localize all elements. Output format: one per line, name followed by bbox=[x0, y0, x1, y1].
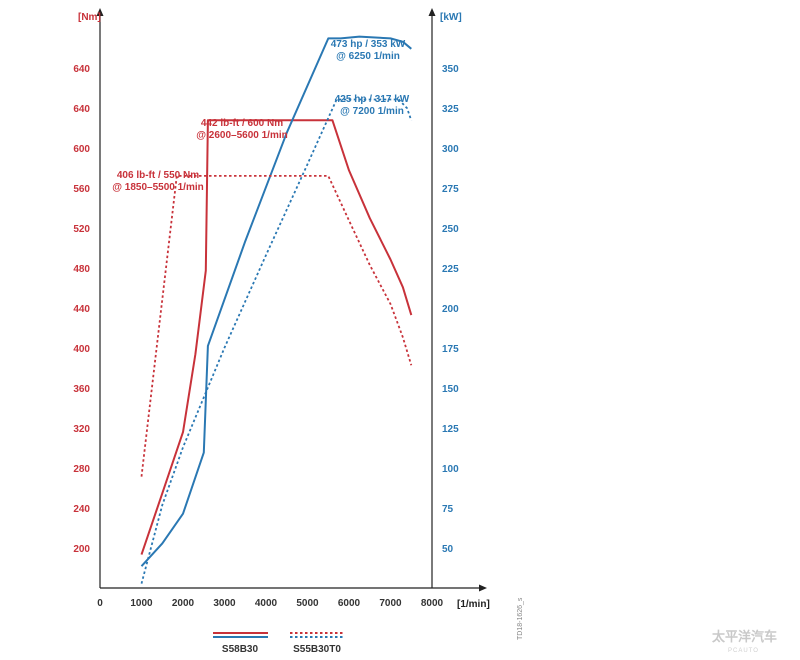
right-tick-label: 225 bbox=[442, 264, 459, 275]
annotations: 473 hp / 353 kW@ 6250 1/min 425 hp / 317 … bbox=[112, 39, 410, 193]
left-tick-label: 640 bbox=[73, 104, 90, 115]
left-tick-label: 640 bbox=[73, 64, 90, 75]
annotation-label: 406 lb-ft / 550 Nm bbox=[117, 170, 199, 181]
right-tick-label: 275 bbox=[442, 184, 459, 195]
x-tick-label: 6000 bbox=[338, 598, 361, 609]
right-tick-label: 200 bbox=[442, 304, 459, 315]
right-tick-label: 250 bbox=[442, 224, 459, 235]
left-tick-label: 360 bbox=[73, 384, 90, 395]
right-tick-label: 75 bbox=[442, 504, 454, 515]
annotation-label: @ 2600–5600 1/min bbox=[196, 130, 287, 141]
right-axis-unit: [kW] bbox=[440, 12, 462, 23]
left-tick-label: 280 bbox=[73, 464, 90, 475]
watermark: 太平洋汽车 PCAUTO bbox=[711, 629, 777, 654]
right-tick-label: 350 bbox=[442, 64, 459, 75]
x-tick-label: 1000 bbox=[130, 598, 153, 609]
left-tick-label: 600 bbox=[73, 144, 90, 155]
left-tick-label: 480 bbox=[73, 264, 90, 275]
series-s58b30-torque-line bbox=[140, 119, 413, 555]
right-tick-label: 300 bbox=[442, 144, 459, 155]
left-tick-label: 400 bbox=[73, 344, 90, 355]
right-tick-label: 325 bbox=[442, 104, 459, 115]
axes bbox=[96, 8, 487, 592]
figure-code: TD18-1626_s bbox=[517, 597, 524, 640]
left-tick-label: 560 bbox=[73, 184, 90, 195]
right-tick-label: 100 bbox=[442, 464, 459, 475]
right-tick-label: 125 bbox=[442, 424, 459, 435]
right-axis-arrow bbox=[428, 8, 436, 16]
legend-label: S58B30 bbox=[222, 644, 259, 655]
left-axis-arrow bbox=[96, 8, 104, 16]
series-lines bbox=[140, 35, 413, 584]
right-tick-label: 50 bbox=[442, 544, 454, 555]
series-s55b30t0-torque-line bbox=[140, 174, 413, 477]
left-tick-label: 440 bbox=[73, 304, 90, 315]
left-tick-label: 240 bbox=[73, 504, 90, 515]
watermark-logo: 太平洋汽车 bbox=[711, 629, 777, 644]
x-tick-label: 5000 bbox=[296, 598, 319, 609]
watermark-sub: PCAUTO bbox=[728, 648, 759, 654]
annotation-label: 425 hp / 317 kW bbox=[335, 94, 410, 105]
left-axis-unit: [Nm] bbox=[78, 12, 101, 23]
annotation-label: @ 7200 1/min bbox=[340, 106, 404, 117]
tick-labels: 200 240 280 320 360 400 440 480 520 560 600 640 640 5… bbox=[73, 12, 489, 610]
x-tick-label: 7000 bbox=[379, 598, 402, 609]
right-tick-label: 175 bbox=[442, 344, 459, 355]
annotation-label: @ 1850–5500 1/min bbox=[112, 182, 203, 193]
x-tick-label: 2000 bbox=[172, 598, 195, 609]
x-axis-unit: [1/min] bbox=[457, 599, 490, 610]
left-tick-label: 200 bbox=[73, 544, 90, 555]
left-tick-label: 320 bbox=[73, 424, 90, 435]
x-tick-label: 3000 bbox=[213, 598, 236, 609]
legend: S58B30 S55B30T0 bbox=[213, 632, 345, 655]
x-axis-arrow bbox=[479, 584, 487, 592]
x-tick-label: 8000 bbox=[421, 598, 444, 609]
annotation-label: 442 lb-ft / 600 Nm bbox=[201, 118, 283, 129]
left-tick-label: 520 bbox=[73, 224, 90, 235]
annotation-label: 473 hp / 353 kW bbox=[331, 39, 406, 50]
series-s55b30t0-power-line bbox=[140, 98, 413, 584]
series-s58b30-power-line bbox=[140, 35, 412, 567]
legend-label: S55B30T0 bbox=[293, 644, 341, 655]
right-tick-label: 150 bbox=[442, 384, 459, 395]
x-tick-label: 0 bbox=[97, 598, 103, 609]
x-tick-label: 4000 bbox=[255, 598, 278, 609]
annotation-label: @ 6250 1/min bbox=[336, 51, 400, 62]
